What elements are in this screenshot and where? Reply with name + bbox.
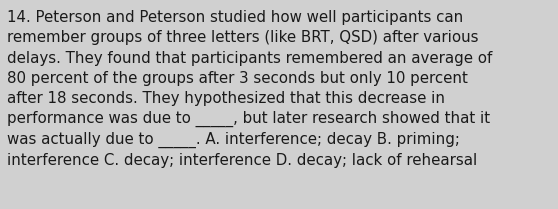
Text: 14. Peterson and Peterson studied how well participants can
remember groups of t: 14. Peterson and Peterson studied how we…	[7, 10, 492, 168]
